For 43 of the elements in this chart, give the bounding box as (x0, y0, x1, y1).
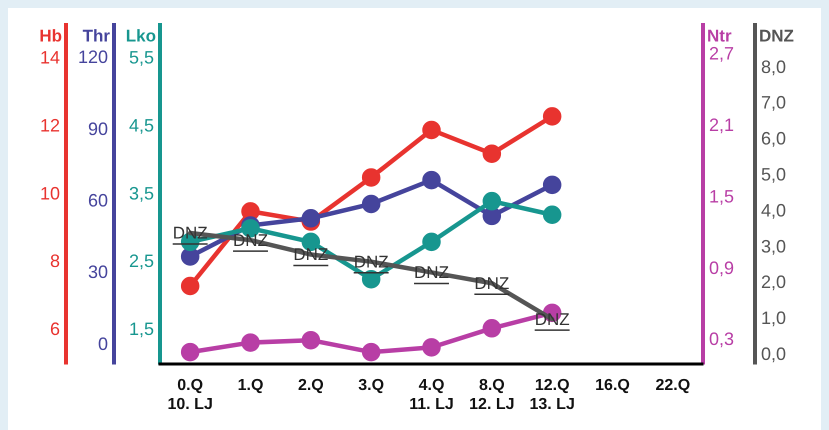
y2-tick-label: 4,0 (761, 200, 786, 220)
y-tick-label: 12 (40, 116, 60, 136)
x-tick-label: 22.Q (655, 377, 690, 394)
x-tick-label: 16.Q (595, 377, 630, 394)
y2-axis-title: DNZ (759, 26, 794, 46)
x-tick-label: 2.Q (298, 377, 324, 394)
y2-tick-label: 5,0 (761, 164, 786, 185)
y-axis-title: Hb (39, 26, 62, 46)
y-tick-label: 0,3 (709, 329, 734, 350)
y2-tick-label: 0,0 (761, 344, 786, 364)
y2-tick-label: 120 (78, 47, 108, 68)
x-tick-label: 8.Q 12. LJ (469, 377, 515, 414)
y2-tick-label: 6,0 (761, 128, 786, 149)
y2-tick-label: 7,0 (761, 92, 786, 113)
y2-tick-label: 60 (88, 190, 108, 211)
y-tick-label: 2,7 (709, 44, 734, 64)
y3-tick-label: 5,5 (128, 48, 154, 68)
y-tick-label: 0,9 (709, 258, 734, 278)
y2-tick-label: 1,0 (761, 308, 786, 328)
y2-tick-label: 30 (88, 262, 108, 282)
y3-tick-label: 3,5 (128, 183, 154, 204)
x-tick-label: 4.Q 11. LJ (409, 377, 454, 414)
y2-tick-label: 8,0 (761, 56, 786, 77)
y3-axis-title: Lko (126, 26, 156, 46)
y3-tick-label: 2,5 (128, 251, 154, 272)
x-tick-label: 1.Q (238, 377, 264, 394)
y-tick-label: 8 (50, 251, 60, 272)
y-tick-label: 6 (50, 319, 60, 340)
y-tick-label: 1,5 (709, 186, 734, 206)
x-tick-label: 3.Q (358, 377, 384, 394)
y2-tick-label: 90 (88, 118, 108, 139)
y3-tick-label: 4,5 (128, 116, 154, 136)
y2-tick-label: 3,0 (761, 236, 786, 256)
y-axis-title: Ntr (707, 26, 732, 46)
y-tick-label: 10 (40, 183, 60, 204)
y-tick-label: 14 (40, 48, 60, 68)
y-tick-label: 2,1 (709, 114, 734, 135)
y2-axis-title: Thr (82, 26, 110, 46)
x-tick-label: 0.Q 10. LJ (167, 377, 213, 414)
y2-tick-label: 2,0 (761, 272, 786, 292)
y3-tick-label: 1,5 (128, 319, 154, 340)
y2-tick-label: 0 (98, 334, 108, 354)
x-tick-label: 12.Q 13. LJ (529, 377, 575, 414)
